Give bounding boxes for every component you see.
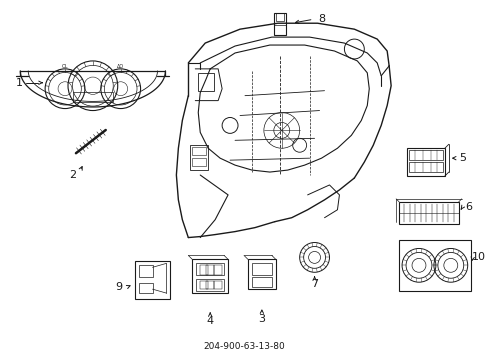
- Bar: [206, 265, 214, 275]
- Bar: [406, 148, 444, 176]
- Bar: [138, 265, 152, 277]
- Bar: [192, 147, 206, 155]
- Text: 7: 7: [310, 279, 318, 289]
- Text: 1: 1: [16, 78, 23, 88]
- Bar: [206, 281, 214, 289]
- Text: OL: OL: [61, 64, 68, 69]
- Text: ΔO: ΔO: [117, 64, 124, 69]
- Bar: [196, 264, 224, 275]
- Bar: [200, 265, 208, 275]
- Bar: [247, 260, 275, 289]
- Bar: [214, 265, 222, 275]
- Text: 2: 2: [69, 170, 77, 180]
- Bar: [73, 92, 113, 102]
- Bar: [408, 162, 442, 172]
- Bar: [196, 279, 224, 291]
- Bar: [134, 261, 170, 299]
- Bar: [275, 13, 283, 21]
- Bar: [251, 264, 271, 275]
- Text: 4: 4: [206, 316, 213, 326]
- Bar: [190, 145, 208, 170]
- Text: 6: 6: [464, 202, 471, 212]
- Bar: [214, 281, 222, 289]
- Bar: [192, 158, 206, 166]
- Bar: [192, 260, 227, 293]
- Bar: [251, 277, 271, 287]
- Bar: [200, 281, 208, 289]
- Bar: [408, 150, 442, 160]
- Bar: [198, 73, 214, 91]
- Text: 9: 9: [115, 282, 122, 292]
- Text: 3: 3: [258, 314, 265, 324]
- Text: 5: 5: [458, 153, 465, 163]
- Bar: [138, 283, 152, 293]
- Bar: [398, 239, 470, 291]
- Text: 8: 8: [317, 14, 325, 24]
- Text: 10: 10: [470, 252, 485, 262]
- Bar: [398, 202, 458, 224]
- Bar: [273, 13, 285, 35]
- Text: 204-900-63-13-80: 204-900-63-13-80: [203, 342, 285, 351]
